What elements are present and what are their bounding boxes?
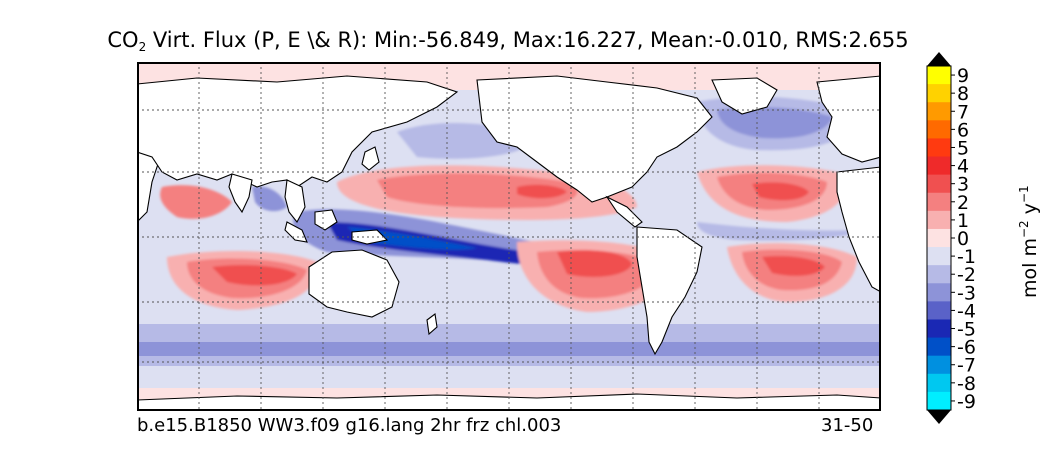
contour-natl-neg-2 [717, 107, 832, 139]
colorbar-unit: mol m [1019, 238, 1041, 298]
land-central-america [605, 195, 643, 228]
caption-years: 31-50 [821, 415, 874, 436]
land-south-america [636, 226, 703, 356]
colorbar-tick-label: 3 [957, 174, 969, 196]
colorbar-swatch [927, 210, 951, 230]
colorbar-swatch [927, 301, 951, 320]
graticule [137, 62, 881, 411]
land-australia [308, 249, 400, 318]
colorbar-tick-label: 7 [957, 101, 969, 123]
colorbar-swatch [927, 391, 951, 411]
colorbar-swatch [927, 228, 951, 248]
colorbar-unit-mid: y [1019, 203, 1041, 220]
contour-npac-3 [517, 184, 567, 199]
contour-npac-2 [377, 173, 578, 209]
land-eurasia [137, 75, 459, 188]
colorbar-tick-label: 0 [957, 228, 969, 250]
colorbar-swatch [927, 337, 951, 357]
colorbar-swatch [927, 265, 951, 284]
land-new-zealand [426, 313, 438, 336]
colorbar-tick-label: 2 [957, 192, 969, 214]
colorbar-unit-exp2: −1 [1017, 185, 1031, 203]
colorbar-swatch [927, 174, 951, 194]
colorbar-tick-label: -6 [957, 337, 976, 359]
colorbar-label: mol m−2 y−1 [1017, 185, 1041, 298]
colorbar-swatch [927, 355, 951, 375]
colorbar-tick-label: 4 [957, 156, 969, 178]
colorbar-tick-label: 9 [957, 65, 969, 87]
land-indochina [284, 179, 306, 223]
map-plot [137, 62, 881, 411]
colorbar-swatch [927, 373, 951, 393]
colorbar-swatch [927, 66, 951, 85]
colorbar-tick-label: -2 [957, 264, 976, 286]
contour-warm-pool-2 [327, 222, 637, 269]
land-europe [816, 75, 881, 163]
land-sumatra [284, 221, 308, 243]
southern-band-3 [137, 356, 881, 366]
land-japan [361, 146, 380, 171]
colorbar-swatch [927, 120, 951, 139]
colorbar-swatch [927, 156, 951, 176]
colorbar-swatch [927, 283, 951, 302]
map-frame [137, 62, 881, 411]
title-species: CO [107, 28, 139, 52]
title-text: Virt. Flux (P, E \& R): Min:-56.849, Max… [146, 28, 909, 52]
colorbar-unit-exp1: −2 [1017, 220, 1031, 238]
colorbar-swatch [927, 192, 951, 212]
colorbar-tick-label: 8 [957, 83, 969, 105]
land-north-america [476, 75, 713, 203]
colorbar-extend-min [927, 410, 951, 424]
caption-run-name: b.e15.B1850 WW3.f09 g16.lang 2hr frz chl… [137, 415, 562, 436]
colorbar-swatch [927, 319, 951, 339]
contour-sind-3 [212, 264, 297, 286]
colorbar-tick-label: -8 [957, 373, 976, 395]
svg-text:mol m−2 y−1: mol m−2 y−1 [1017, 185, 1041, 298]
colorbar-swatch [927, 138, 951, 158]
land-india [228, 173, 253, 214]
colorbar-swatch [927, 84, 951, 103]
colorbar-swatch [927, 102, 951, 121]
contour-eq-atl [697, 222, 857, 241]
colorbar-tick-label: -9 [957, 391, 976, 413]
land-borneo [314, 209, 338, 231]
contour-natl-3 [752, 182, 809, 201]
contour-satl-3 [762, 256, 825, 276]
colorbar-tick-label: -4 [957, 300, 976, 322]
colorbar-tick-label: 5 [957, 137, 969, 159]
colorbar-swatch [927, 247, 951, 266]
colorbar-tick-label: -5 [957, 319, 976, 341]
colorbar-tick-label: -7 [957, 355, 976, 377]
land-new-guinea [351, 229, 389, 245]
chart-title: CO2 Virt. Flux (P, E \& R): Min:-56.849,… [0, 28, 1016, 54]
contour-spac-3 [557, 250, 632, 277]
contour-arabian [160, 185, 232, 219]
colorbar-tick-label: -3 [957, 282, 976, 304]
land-africa-west [836, 166, 881, 293]
title-species-subscript: 2 [138, 40, 147, 54]
colorbar-tick-label: 6 [957, 119, 969, 141]
colorbar-tick-label: -1 [957, 246, 976, 268]
colorbar-extend-max [927, 52, 951, 66]
colorbar-tick-label: 1 [957, 210, 969, 232]
